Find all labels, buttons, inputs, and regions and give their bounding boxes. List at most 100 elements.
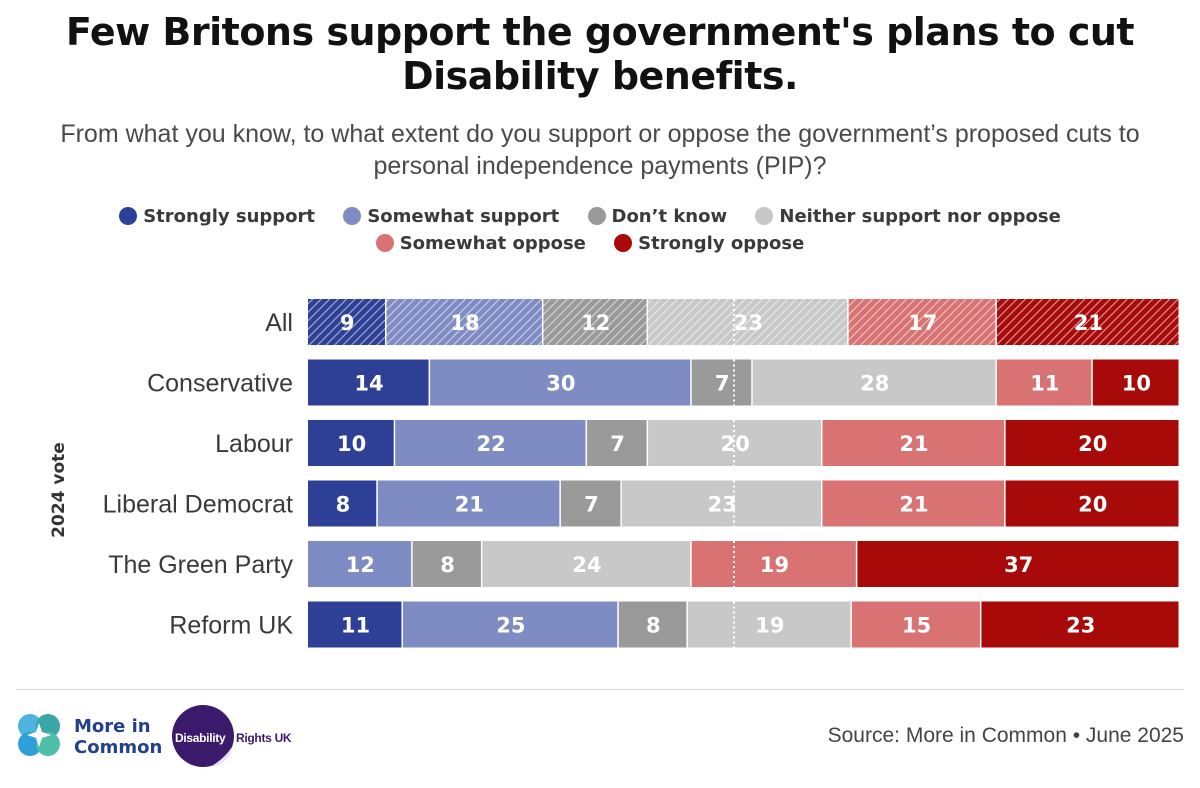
data-label: 23 [1066,614,1095,638]
bar-segment [851,601,980,648]
bar-segment [395,420,586,466]
bar-segment [691,541,856,587]
legend: Strongly support Somewhat support Don’t … [60,203,1120,257]
legend-swatch [119,207,138,225]
data-label: 28 [860,372,889,396]
bar-segment [560,480,621,527]
data-label: 10 [1122,372,1151,396]
data-label: 17 [908,311,937,335]
stacked-bar-chart: All 9 18 12 23 17 21 Conservative 14 30 7 28 11 10 Lab… [103,299,1179,648]
legend-item-strongly-support: Strongly support [119,203,315,230]
bar-segment [308,420,394,466]
bar-segment [412,541,481,587]
data-label: 12 [581,311,610,335]
logo-text-rights-uk: Rights UK [236,731,292,745]
bar-segment [691,359,752,406]
bar-segment [687,601,851,648]
data-label: 12 [346,553,375,577]
legend-swatch [614,234,633,252]
category-label: Labour [215,430,293,458]
data-label: 20 [1078,493,1107,517]
legend-item-somewhat-support: Somewhat support [343,203,559,230]
legend-item-neither: Neither support nor oppose [755,203,1061,230]
data-label: 37 [1004,553,1033,577]
data-label: 21 [899,432,928,456]
data-label: 7 [584,493,599,517]
data-label: 8 [646,614,661,638]
bar-segment [430,359,691,406]
legend-label: Strongly support [143,206,316,227]
legend-label: Somewhat support [367,206,560,227]
logo-text-line1: More in [74,716,151,737]
data-label: 21 [899,493,928,517]
data-label: 8 [336,493,351,517]
category-label: Reform UK [169,612,293,640]
data-label: 7 [715,372,730,396]
bar-segment [996,299,1179,345]
legend-item-somewhat-oppose: Somewhat oppose [375,230,586,257]
disability-rights-uk-logo: Disability Rights UK [172,705,292,767]
bar-segment [648,299,848,345]
legend-label: Strongly oppose [638,233,805,254]
bar-segment [308,359,429,406]
bar-segment [857,541,1179,587]
legend-swatch [587,207,606,225]
logo-text-disability: Disability [175,731,226,745]
category-label: Conservative [147,370,293,398]
bar-segment [822,480,1005,527]
data-label: 23 [734,311,763,335]
legend-label: Neither support nor oppose [779,206,1061,227]
bar-segment [618,601,687,648]
data-label: 19 [755,614,784,638]
legend-swatch [375,234,394,252]
data-label: 30 [546,372,575,396]
data-label: 25 [496,614,525,638]
bar-segment [308,480,377,527]
chart-subtitle: From what you know, to what extent do yo… [60,120,1140,180]
data-label: 11 [1030,372,1059,396]
category-label: The Green Party [108,551,293,579]
data-label: 7 [610,432,625,456]
source-note: Source: More in Common • June 2025 [827,724,1184,747]
data-label: 22 [477,432,506,456]
bar-segment [587,420,647,466]
legend-swatch [343,207,362,225]
bar-segment [848,299,996,345]
data-label: 18 [450,311,479,335]
bar-segment [377,480,560,527]
category-label: All [265,309,293,337]
y-axis-title: 2024 vote [44,442,74,538]
category-label: Liberal Democrat [103,491,293,519]
data-label: 21 [1074,311,1103,335]
data-label: 10 [337,432,366,456]
chart-title: Few Britons support the government's pla… [65,10,1135,98]
data-label: 14 [354,372,383,396]
more-in-common-logo-icon [18,714,60,756]
data-label: 19 [760,553,789,577]
bar-segment [752,359,996,406]
data-label: 8 [440,553,455,577]
bar-segment [822,420,1005,466]
y-axis-title-text: 2024 vote [49,442,69,538]
bar-segment [308,299,385,345]
data-label: 11 [341,614,370,638]
bar-segment [648,420,821,466]
legend-item-strongly-oppose: Strongly oppose [614,230,804,257]
bar-segment [1005,480,1179,527]
data-label: 20 [721,432,750,456]
footer-divider [16,689,1184,690]
data-label: 15 [902,614,931,638]
bar-segment [386,299,542,345]
logo-text-line2: Common [74,737,163,758]
legend-item-dont-know: Don’t know [587,203,727,230]
bar-segment [308,601,402,648]
data-label: 9 [340,311,355,335]
legend-swatch [755,207,774,225]
bar-segment [1092,359,1179,406]
bar-segment [543,299,647,345]
bar-segment [621,480,821,527]
bar-segment [996,359,1092,406]
data-label: 23 [708,493,737,517]
bar-segment [981,601,1179,648]
bar-segment [482,541,691,587]
